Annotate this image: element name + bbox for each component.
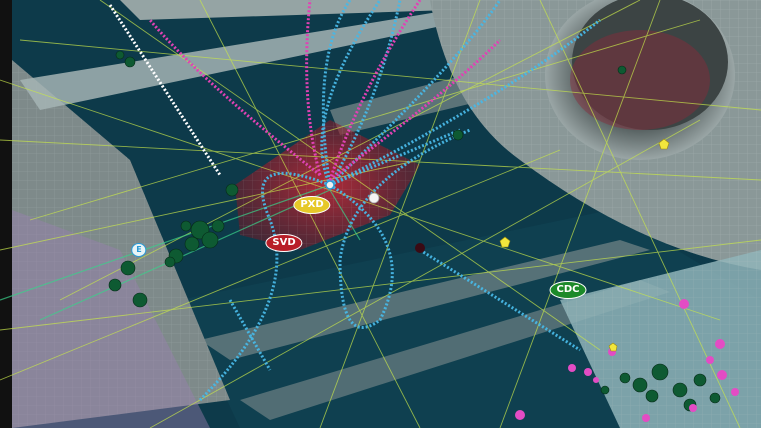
left-frame-strip [0,0,12,428]
small-detector-label: E [131,243,147,257]
magenta-tracks [148,0,502,182]
left-wall [12,60,230,428]
pxd-label: PXD [293,196,331,214]
magenta-hit-clusters [515,299,739,422]
svd-label: SVD [265,234,303,252]
dark-red-marker [415,243,425,253]
green-tracks [0,184,361,321]
white-track [108,4,222,176]
cdc-label: CDC [549,281,587,299]
yellow-markers [499,138,670,352]
cyan-tracks [198,0,601,402]
right-barrel [430,0,761,428]
white-marker [368,192,380,204]
interaction-vertex[interactable] [325,180,335,190]
green-hit-clusters [108,50,721,412]
